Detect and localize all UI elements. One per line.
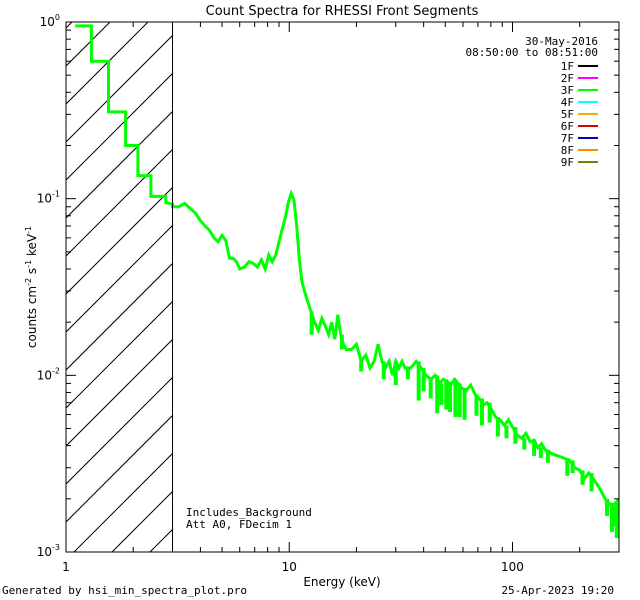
hatch-line [66, 262, 173, 371]
hatch-line [66, 224, 173, 333]
hatch-line [66, 414, 173, 523]
y-tick-label: 10-3 [37, 543, 60, 559]
hatch-line [66, 34, 173, 143]
y-axis-ticks: 100 10-1 10-2 10-3 [37, 13, 619, 559]
legend-label: 9F [561, 156, 574, 169]
legend-label: 2F [561, 72, 574, 85]
x-tick-label: 1 [62, 560, 70, 574]
legend-label: 1F [561, 60, 574, 73]
legend-label: 6F [561, 120, 574, 133]
hatch-line [66, 186, 173, 295]
spectrum-line [75, 24, 619, 510]
legend-label: 8F [561, 144, 574, 157]
x-axis-ticks: 1 10 100 [62, 22, 620, 574]
y-tick-label: 10-2 [37, 366, 60, 382]
footer-timestamp: 25-Apr-2023 19:20 [501, 584, 614, 597]
annotation-attenuator: Att A0, FDecim 1 [186, 518, 292, 531]
series-group [75, 24, 619, 539]
legend-label: 4F [561, 96, 574, 109]
y-axis-label: counts cm-2 s-1 keV-1 [24, 226, 39, 348]
hatch-line [73, 452, 173, 552]
annotation-background: Includes_Background [186, 506, 312, 519]
hatch-line [66, 376, 173, 485]
time-range-label: 08:50:00 to 08:51:00 [466, 46, 598, 59]
plot-frame [65, 21, 620, 553]
x-axis-label: Energy (keV) [303, 575, 380, 589]
hatched-region [66, 22, 173, 552]
chart-title: Count Spectra for RHESSI Front Segments [206, 4, 479, 19]
footer-generated-by: Generated by hsi_min_spectra_plot.pro [2, 584, 247, 597]
legend-label: 5F [561, 108, 574, 121]
y-tick-label: 100 [40, 13, 60, 29]
x-tick-label: 10 [282, 560, 297, 574]
legend-label: 7F [561, 132, 574, 145]
legend-label: 3F [561, 84, 574, 97]
y-tick-label: 10-1 [37, 190, 60, 206]
hatch-line [66, 72, 173, 181]
date-label: 30-May-2016 [525, 35, 598, 48]
x-tick-label: 100 [501, 560, 524, 574]
